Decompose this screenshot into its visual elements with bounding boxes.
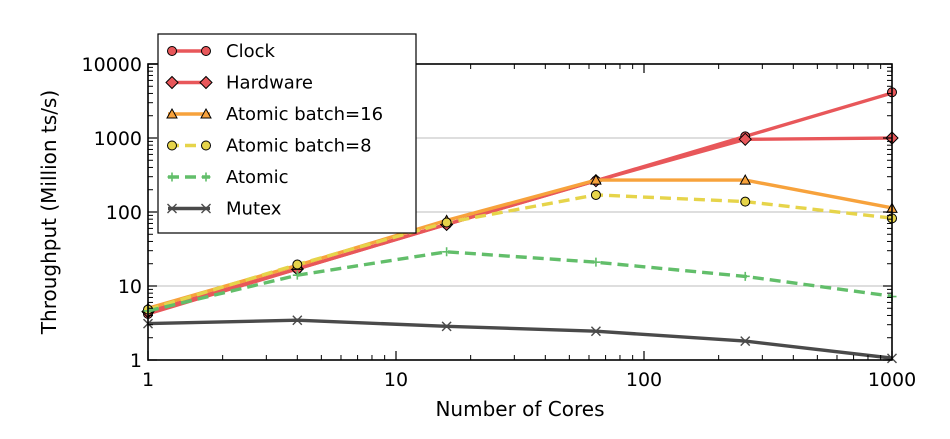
data-point [590,326,601,337]
series-mutex [143,315,897,364]
legend-item: Mutex [167,199,282,220]
data-point [441,217,452,228]
y-axis-label: Throughput (Million ts/s) [37,90,61,335]
data-point [201,140,211,151]
x-axis-label: Number of Cores [435,397,604,421]
x-tick-label: 100 [626,369,662,391]
data-point [292,259,303,270]
data-point [201,203,211,214]
data-point [738,132,752,147]
data-point [740,336,751,347]
x-tick-label: 1 [142,369,154,391]
data-point [199,75,213,90]
series-line [148,318,892,360]
y-tick-label: 10000 [82,54,142,76]
legend: Clock Hardware Atomic batch=16 Atomic batch… [157,33,417,234]
series-line [148,136,892,314]
data-point [441,321,452,332]
data-point [739,174,752,185]
data-point [442,247,452,257]
series-line [148,193,892,312]
legend-item: Atomic [167,167,289,188]
data-point [201,172,211,182]
y-tick-label: 100 [106,202,142,224]
data-point [201,46,211,56]
legend-item: Atomic batch=8 [167,136,372,157]
legend-label: Atomic [226,167,289,188]
legend-label: Atomic batch=16 [226,104,383,125]
tick-labels: 1 10 100 1000 10000 1 10 100 1000 [82,54,917,391]
data-point [200,107,212,119]
legend-label: Atomic batch=8 [226,136,372,157]
legend-box [157,33,417,234]
data-point [167,203,177,214]
x-tick-label: 10 [384,369,408,391]
y-tick-label: 1000 [94,128,142,150]
data-point [166,107,178,119]
legend-item: Clock [167,41,275,62]
y-tick-label: 1 [130,350,142,372]
y-tick-label: 10 [118,276,142,298]
data-point [167,172,177,182]
series-line [148,250,892,313]
data-point [167,46,177,56]
data-point [292,315,303,326]
data-point [167,140,177,151]
legend-label: Hardware [226,73,313,94]
data-point [740,196,751,207]
legend-label: Mutex [226,199,282,220]
x-tick-label: 1000 [868,369,916,391]
legend-label: Clock [226,41,275,62]
data-point [590,189,601,200]
data-point [591,257,601,267]
data-point [740,271,750,281]
legend-item: Hardware [165,73,313,94]
data-point [292,270,302,280]
series-layer [141,87,899,364]
legend-item: Atomic batch=16 [166,104,383,125]
data-point [165,75,179,90]
data-point [590,174,602,185]
